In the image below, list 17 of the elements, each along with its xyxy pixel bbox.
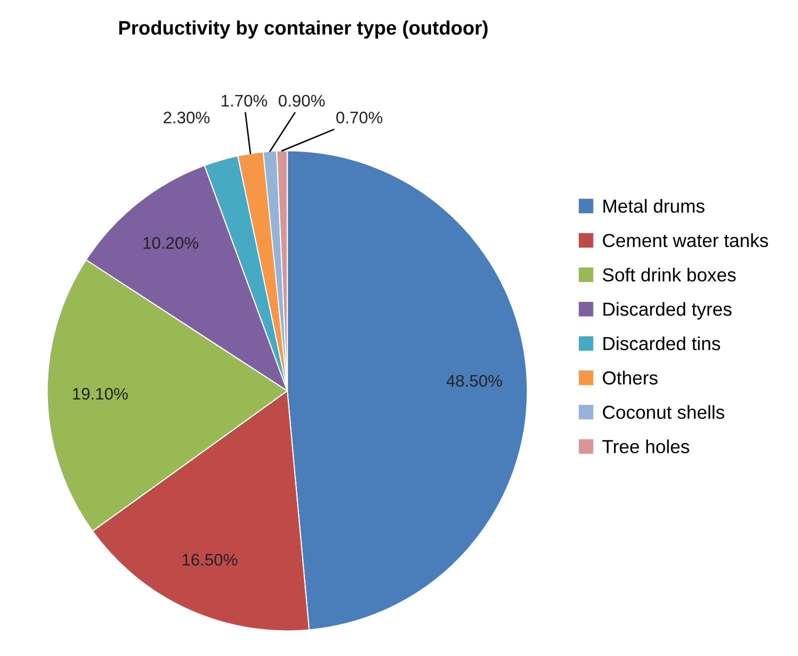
data-label: 0.70% xyxy=(336,112,382,124)
legend-label: Soft drink boxes xyxy=(602,268,736,282)
legend-label: Discarded tyres xyxy=(604,302,732,320)
legend-label: Others xyxy=(602,370,658,385)
legend-label: Cement water tanks xyxy=(602,233,768,248)
chart-title: Productivity by container type (outdoor) xyxy=(119,20,488,39)
legend-label: Metal drums xyxy=(604,199,704,213)
data-label: 10.20% xyxy=(144,237,198,249)
data-label: 48.50% xyxy=(446,374,502,387)
legend-label: Tree holes xyxy=(602,440,690,454)
data-label: 16.50% xyxy=(182,554,238,566)
legend-label: Discarded tins xyxy=(604,336,720,350)
data-label: 1.70% xyxy=(222,94,268,107)
data-label: 0.90% xyxy=(278,94,325,107)
data-label: 2.30% xyxy=(164,112,210,124)
legend-label: Coconut shells xyxy=(602,405,724,419)
data-label: 19.10% xyxy=(73,388,128,400)
